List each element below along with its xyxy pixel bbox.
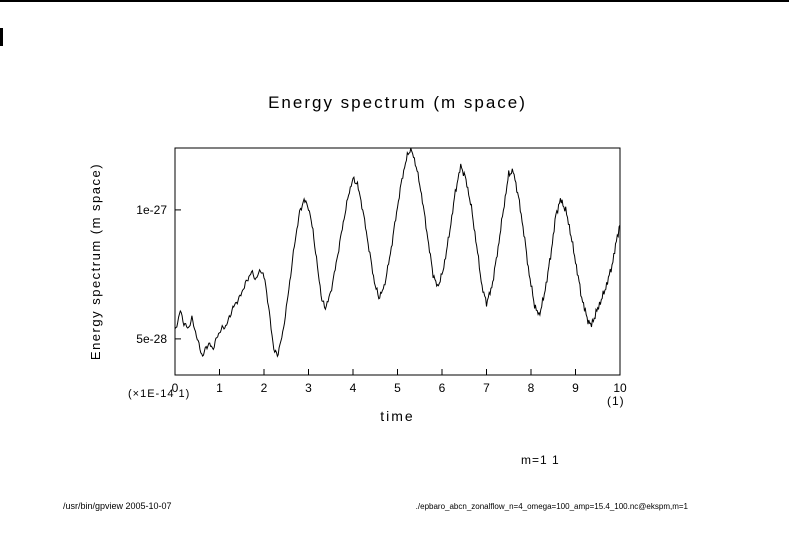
- x-tick-label: 0: [172, 381, 179, 395]
- x-tick-label: 8: [528, 381, 535, 395]
- x-tick-label: 5: [394, 381, 401, 395]
- x-tick-label: 4: [350, 381, 357, 395]
- y-tick-label: 1e-27: [136, 203, 167, 217]
- window-top-edge: [0, 0, 789, 2]
- plot-border: [174, 147, 621, 376]
- x-axis-unit-left: (×1E-14 1): [128, 388, 191, 400]
- x-tick-label: 6: [439, 381, 446, 395]
- legend-label: m=1 1: [521, 453, 560, 467]
- window-edge-mark: [0, 28, 3, 46]
- x-tick-label: 3: [305, 381, 312, 395]
- chart-title: Energy spectrum (m space): [268, 93, 527, 112]
- x-tick-label: 7: [483, 381, 490, 395]
- footer-command-date: /usr/bin/gpview 2005-10-07: [63, 501, 172, 511]
- y-tick-label: 5e-28: [136, 332, 167, 346]
- footer-data-file: ./epbaro_abcn_zonalflow_n=4_omega=100_am…: [415, 502, 688, 511]
- x-tick-label: 10: [613, 381, 627, 395]
- x-tick-label: 9: [572, 381, 579, 395]
- x-axis-label: time: [380, 408, 415, 424]
- spectrum-line: [174, 147, 621, 358]
- x-tick-label: 1: [216, 381, 223, 395]
- x-tick-label: 2: [261, 381, 268, 395]
- x-axis-unit-right: (1): [607, 394, 625, 408]
